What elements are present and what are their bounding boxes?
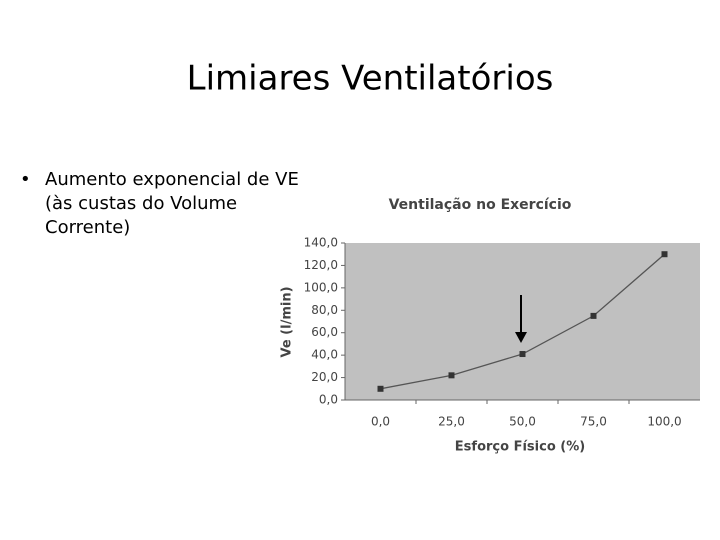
data-point bbox=[590, 312, 597, 319]
data-point bbox=[519, 351, 526, 358]
x-axis-title: Esforço Físico (%) bbox=[455, 440, 585, 455]
bullet-text: Corrente) bbox=[45, 217, 130, 238]
plot-area bbox=[345, 243, 700, 400]
arrow-head bbox=[515, 332, 527, 343]
x-tick-label: 25,0 bbox=[438, 415, 465, 429]
y-tick-label: 40,0 bbox=[311, 348, 338, 362]
plot: 0,0 20,0 40,0 60,0 80,0 100,0 120,0 140,0 0,0 25,… bbox=[304, 236, 700, 429]
y-tick-label: 20,0 bbox=[311, 370, 338, 384]
y-tick-label: 140,0 bbox=[304, 236, 338, 250]
data-point bbox=[448, 372, 455, 379]
y-tick-label: 80,0 bbox=[311, 303, 338, 317]
slide-title: Limiares Ventilatórios bbox=[187, 59, 554, 99]
data-point bbox=[661, 251, 668, 258]
bullet-mark: • bbox=[20, 169, 31, 190]
data-point bbox=[377, 385, 384, 392]
bullet-text: (às custas do Volume bbox=[45, 193, 237, 214]
y-tick-label: 60,0 bbox=[311, 325, 338, 339]
x-tick-label: 0,0 bbox=[371, 415, 390, 429]
x-tick-label: 100,0 bbox=[647, 415, 681, 429]
chart-title: Ventilação no Exercício bbox=[389, 197, 572, 213]
y-axis-title: Ve (l/min) bbox=[280, 286, 295, 357]
y-tick-label: 100,0 bbox=[304, 280, 338, 294]
bullet-text: Aumento exponencial de VE bbox=[45, 169, 299, 190]
x-tick-label: 75,0 bbox=[580, 415, 607, 429]
x-tick-label: 50,0 bbox=[509, 415, 536, 429]
y-tick-label: 0,0 bbox=[319, 393, 338, 407]
y-tick-label: 120,0 bbox=[304, 258, 338, 272]
